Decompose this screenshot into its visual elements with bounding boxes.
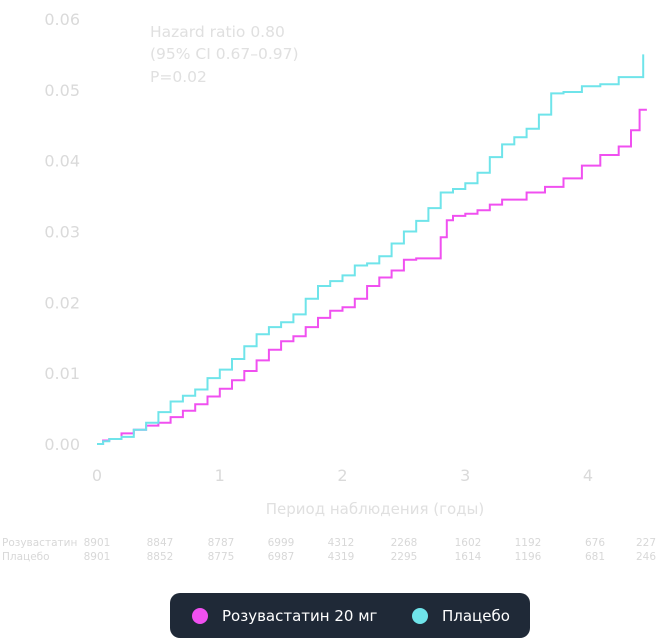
- risk-cell: 8847: [147, 537, 174, 549]
- risk-cell: 1614: [455, 551, 482, 563]
- risk-cell: 8852: [147, 551, 174, 563]
- risk-cell: 4319: [328, 551, 355, 563]
- legend-item-rosuvastatin: Розувастатин 20 мг: [192, 593, 377, 638]
- risk-cell: 681: [585, 551, 605, 563]
- y-tick-label: 0.00: [44, 435, 80, 454]
- risk-cell: 2295: [391, 551, 418, 563]
- y-axis: 0.00 0.01 0.02 0.03 0.04 0.05 0.06: [44, 10, 80, 454]
- y-tick-label: 0.03: [44, 223, 80, 242]
- x-tick-label: 2: [337, 466, 347, 485]
- risk-cell: 2268: [391, 537, 418, 549]
- risk-cell: 1196: [515, 551, 542, 563]
- risk-cell: 1192: [515, 537, 542, 549]
- risk-cell: 8775: [208, 551, 235, 563]
- x-tick-label: 3: [460, 466, 470, 485]
- x-axis-label: Период наблюдения (годы): [266, 500, 484, 518]
- risk-cell: 8787: [208, 537, 235, 549]
- risk-cell: 6999: [268, 537, 295, 549]
- legend-item-placebo: Плацебо: [412, 593, 510, 638]
- confidence-interval-line: (95% CI 0.67–0.97): [150, 45, 299, 63]
- risk-cell: 8901: [84, 537, 111, 549]
- risk-cell: 1602: [455, 537, 482, 549]
- hazard-ratio-annotation: Hazard ratio 0.80 (95% CI 0.67–0.97) P=0…: [150, 23, 299, 86]
- series-line-placebo: [97, 54, 645, 445]
- risk-cell: 4312: [328, 537, 355, 549]
- placebo-dot-icon: [412, 607, 428, 624]
- x-tick-label: 4: [583, 466, 593, 485]
- y-tick-label: 0.02: [44, 293, 80, 312]
- kaplan-meier-chart: 0.00 0.01 0.02 0.03 0.04 0.05 0.06 0 1 2 3 4 Hazar…: [2, 10, 656, 563]
- y-tick-label: 0.05: [44, 81, 80, 100]
- p-value-line: P=0.02: [150, 68, 207, 86]
- risk-row-label: Плацебо: [2, 551, 50, 563]
- y-tick-label: 0.01: [44, 364, 80, 383]
- risk-cell: 6987: [268, 551, 295, 563]
- x-tick-label: 1: [215, 466, 225, 485]
- legend: Розувастатин 20 мг Плацебо: [170, 593, 530, 638]
- risk-row-label: Розувастатин: [2, 537, 77, 549]
- rosuvastatin-dot-icon: [192, 607, 208, 624]
- risk-cell: 246: [636, 551, 656, 563]
- risk-cell: 676: [585, 537, 605, 549]
- hazard-ratio-line: Hazard ratio 0.80: [150, 23, 285, 41]
- x-axis: 0 1 2 3 4: [92, 466, 593, 485]
- x-tick-label: 0: [92, 466, 102, 485]
- risk-table: Розувастатин 8901 8847 8787 6999 4312 2268 1602…: [2, 537, 656, 563]
- risk-cell: 8901: [84, 551, 111, 563]
- risk-cell: 227: [636, 537, 656, 549]
- series-line-rosuvastatin: [97, 108, 647, 445]
- series-lines: [97, 54, 647, 445]
- legend-label-placebo: Плацебо: [442, 606, 510, 625]
- legend-label-rosuvastatin: Розувастатин 20 мг: [222, 606, 378, 625]
- y-tick-label: 0.04: [44, 152, 80, 171]
- y-tick-label: 0.06: [44, 10, 80, 29]
